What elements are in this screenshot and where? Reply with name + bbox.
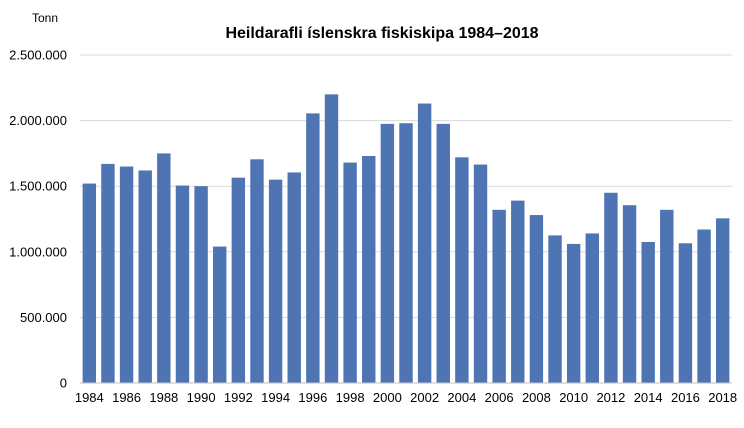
bar-2009 — [548, 235, 562, 383]
bar-2010 — [566, 243, 581, 383]
y-axis-ticks: 0 500.000 1.000.000 1.500.000 2.000.000 2.500… — [9, 48, 67, 391]
bar-2005 — [473, 164, 488, 383]
x-tick-label: 1998 — [336, 390, 365, 405]
bar-2012 — [604, 192, 618, 383]
bar-1987 — [138, 170, 152, 383]
y-tick-label: 2.500.000 — [9, 48, 67, 63]
x-tick-label: 2016 — [671, 390, 700, 405]
x-tick-label: 1990 — [187, 390, 216, 405]
y-axis-unit-label: Tonn — [32, 11, 58, 25]
x-tick-label: 2006 — [485, 390, 514, 405]
x-tick-label: 1984 — [75, 390, 104, 405]
bar-2007 — [511, 200, 525, 383]
x-axis-ticks: 1984 1986 1988 1990 1992 1994 1996 1998 2000 2002… — [75, 390, 737, 405]
x-tick-label: 1986 — [112, 390, 141, 405]
bar-2002 — [417, 103, 432, 383]
bar-2018 — [715, 218, 730, 383]
x-tick-label: 1988 — [149, 390, 178, 405]
bar-2004 — [455, 157, 469, 383]
bars — [82, 94, 730, 384]
bar-1996 — [306, 113, 320, 383]
x-tick-label: 1994 — [261, 390, 290, 405]
bar-1990 — [194, 186, 208, 383]
x-tick-label: 2004 — [447, 390, 476, 405]
bar-1999 — [362, 156, 376, 383]
bar-2001 — [399, 123, 413, 383]
y-tick-label: 2.000.000 — [9, 113, 67, 128]
bar-1998 — [343, 162, 357, 383]
bar-1992 — [231, 177, 246, 383]
x-tick-label: 2014 — [634, 390, 663, 405]
bar-1994 — [268, 179, 283, 383]
bar-2014 — [641, 241, 655, 383]
x-tick-label: 1992 — [224, 390, 253, 405]
bar-2000 — [380, 123, 395, 383]
bar-1993 — [250, 159, 264, 383]
bar-2011 — [585, 233, 599, 383]
bar-2015 — [660, 209, 674, 383]
chart-title: Heildarafli íslenskra fiskiskipa 1984–20… — [225, 25, 538, 42]
bar-1995 — [287, 172, 301, 383]
bar-1984 — [82, 183, 97, 383]
bar-1985 — [101, 163, 115, 383]
bar-2008 — [529, 215, 544, 383]
y-tick-label: 0 — [60, 376, 67, 391]
bar-2013 — [622, 205, 637, 383]
y-tick-label: 500.000 — [20, 310, 67, 325]
bar-1991 — [213, 246, 227, 383]
bar-2006 — [492, 209, 506, 383]
y-tick-label: 1.000.000 — [9, 244, 67, 259]
bar-1989 — [175, 185, 190, 383]
x-tick-label: 2010 — [559, 390, 588, 405]
x-tick-label: 2012 — [596, 390, 625, 405]
bar-2003 — [436, 123, 450, 383]
x-tick-label: 2018 — [708, 390, 737, 405]
x-tick-label: 2000 — [373, 390, 402, 405]
bar-1986 — [119, 166, 134, 383]
bar-2017 — [697, 229, 711, 383]
x-tick-label: 2008 — [522, 390, 551, 405]
bar-2016 — [678, 243, 693, 383]
bar-1997 — [324, 94, 339, 384]
x-tick-label: 2002 — [410, 390, 439, 405]
x-tick-label: 1996 — [298, 390, 327, 405]
y-tick-label: 1.500.000 — [9, 179, 67, 194]
bar-1988 — [157, 153, 171, 383]
